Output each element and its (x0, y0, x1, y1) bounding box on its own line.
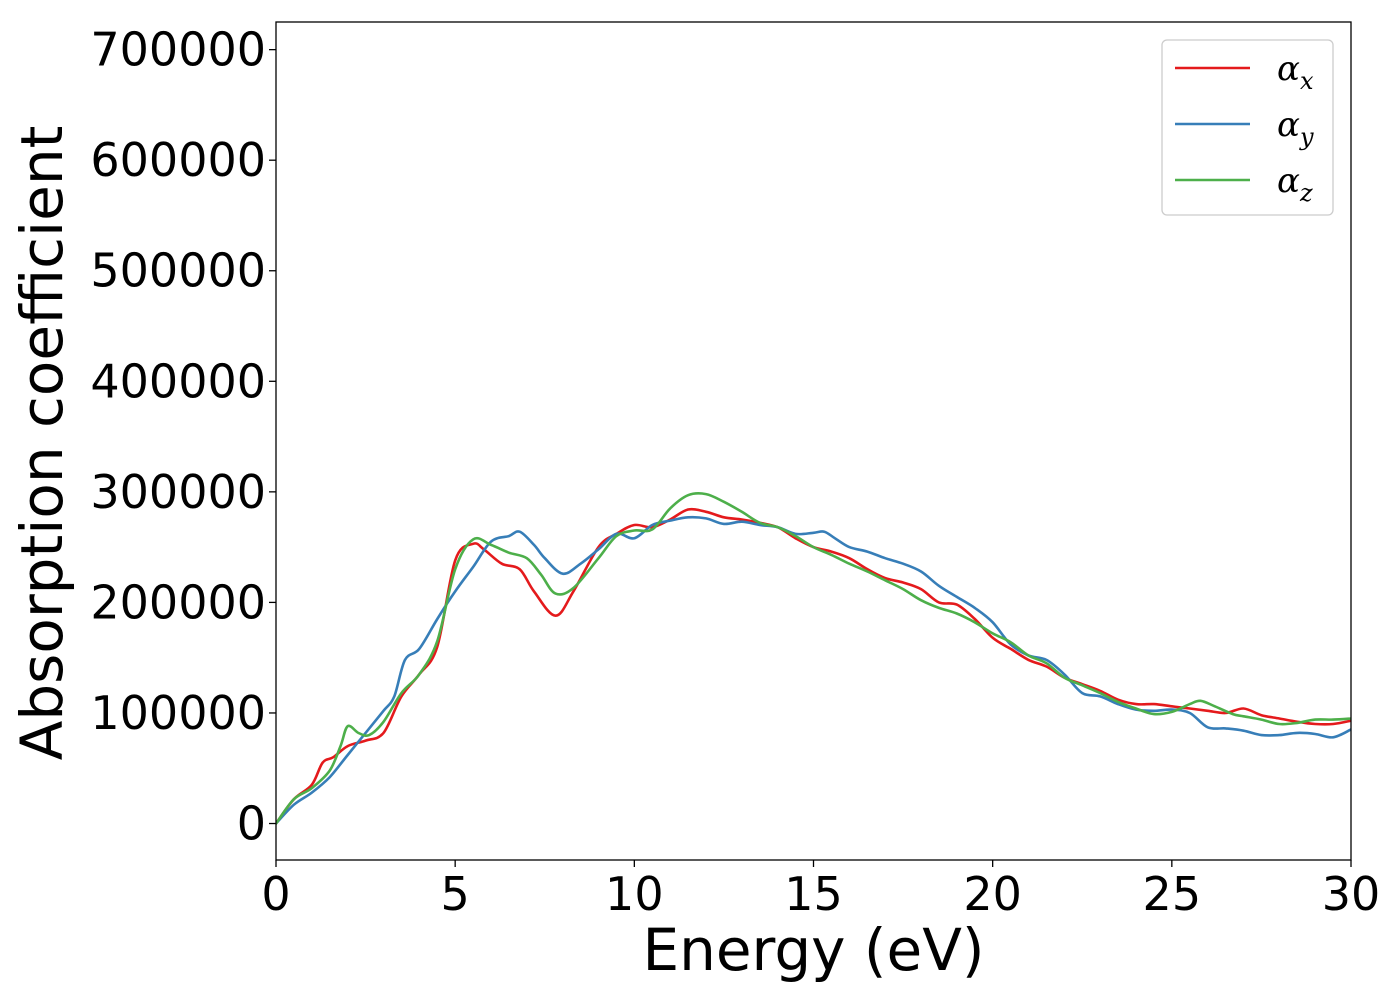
legend-subscript: z (1299, 179, 1313, 207)
y-tick-label: 100000 (90, 686, 266, 740)
legend-subscript: x (1300, 67, 1314, 95)
legend-entry-x: αx (1277, 49, 1314, 95)
x-tick-label: 0 (261, 867, 290, 921)
series-line-y (276, 515, 1351, 825)
y-axis-ticks: 0 100000 200000 300000 400000 500000 600000 700… (90, 23, 276, 851)
x-axis-ticks: 0 5 10 15 20 25 30 (261, 860, 1380, 921)
legend-subscript: y (1299, 123, 1314, 151)
x-tick-label: 15 (784, 867, 843, 921)
y-tick-label: 300000 (90, 465, 266, 519)
y-tick-label: 500000 (90, 244, 266, 298)
x-tick-label: 10 (605, 867, 664, 921)
legend-symbol: α (1277, 105, 1300, 145)
legend-box (1161, 39, 1334, 216)
legend-symbol: α (1277, 49, 1300, 89)
x-tick-label: 20 (963, 867, 1022, 921)
y-tick-label: 200000 (90, 575, 266, 629)
legend-entry-z: αz (1277, 161, 1313, 207)
x-axis-label: Energy (eV) (642, 916, 984, 984)
y-tick-label: 0 (237, 797, 266, 851)
x-tick-label: 5 (441, 867, 470, 921)
legend-entry-y: αy (1277, 105, 1314, 151)
y-tick-label: 600000 (90, 133, 266, 187)
legend-symbol: α (1277, 161, 1300, 201)
series-line-x (276, 507, 1351, 825)
y-axis-label: Absorption coefficient (8, 126, 76, 761)
series-line-z (276, 492, 1351, 825)
y-tick-label: 400000 (90, 354, 266, 408)
x-tick-label: 30 (1322, 867, 1381, 921)
y-tick-label: 700000 (90, 23, 266, 77)
plot-lines (276, 492, 1351, 825)
x-tick-label: 25 (1143, 867, 1202, 921)
